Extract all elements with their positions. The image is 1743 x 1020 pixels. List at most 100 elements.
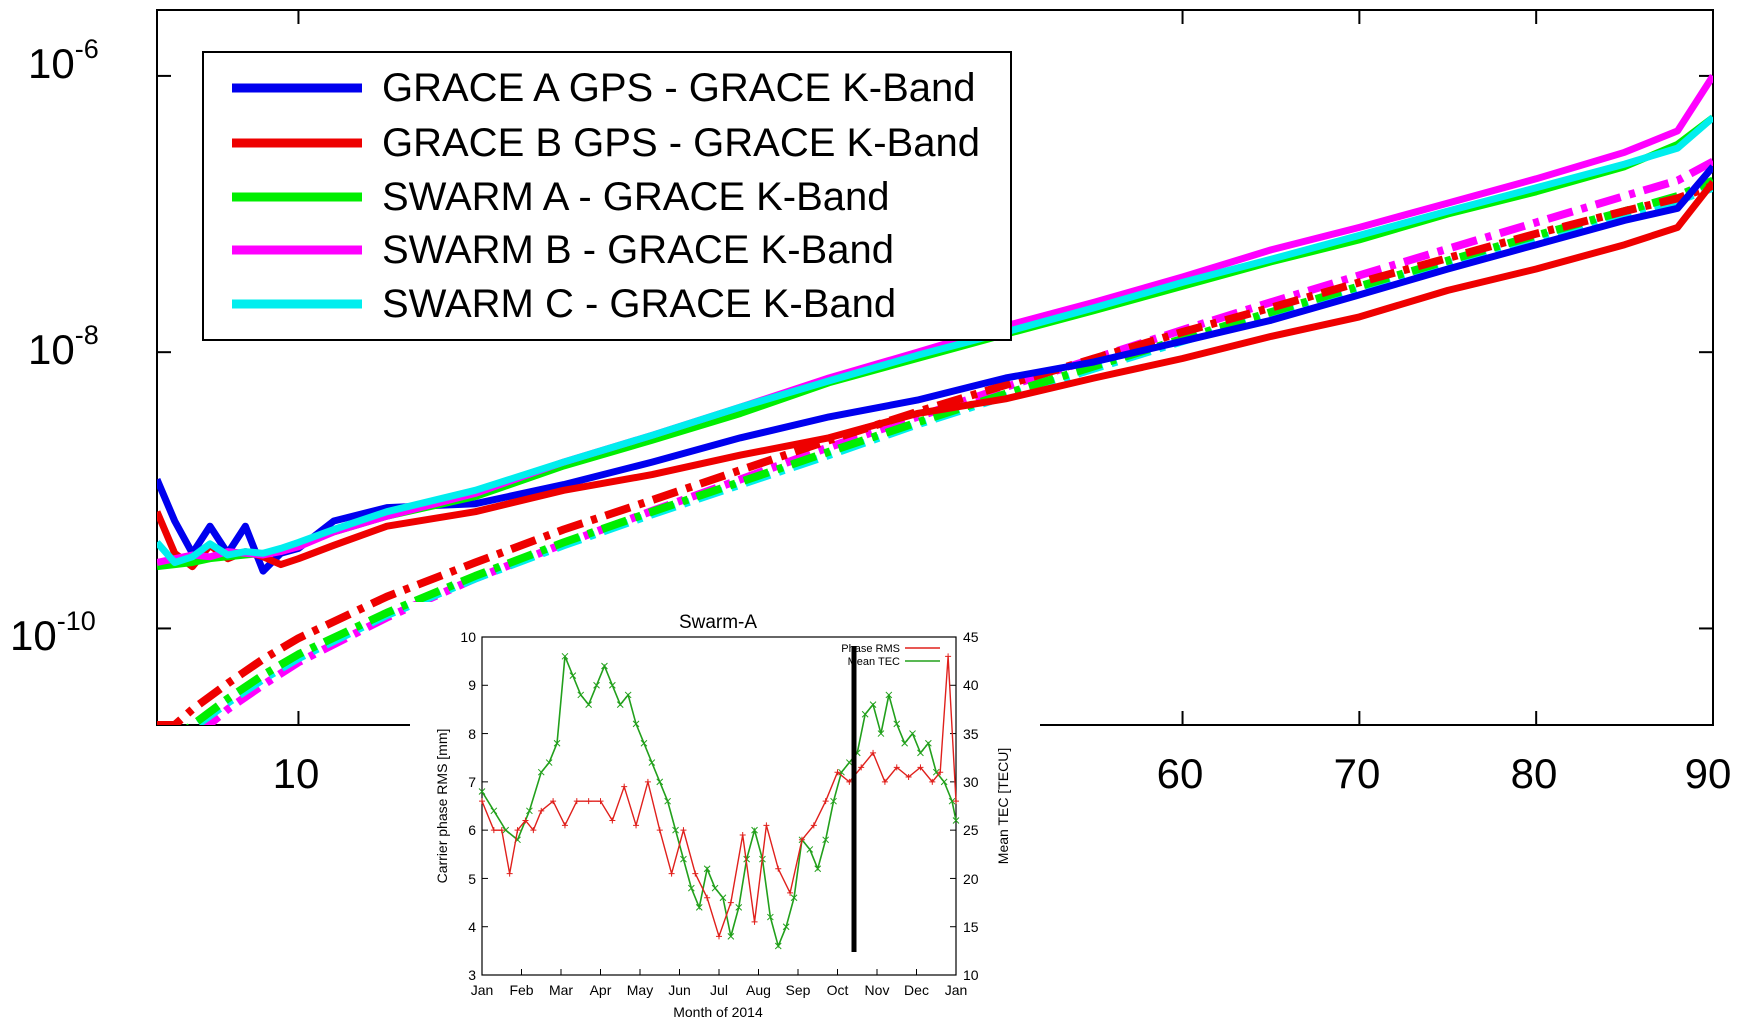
inset-left-tick: 5 (468, 871, 476, 887)
inset-marker-phase-rms (506, 870, 513, 877)
inset-chart: Swarm-A 3 4 5 6 7 8 9 10 10 15 20 25 30 … (410, 602, 1040, 1020)
inset-marker-phase-rms (530, 827, 537, 834)
inset-marker-phase-rms (490, 827, 497, 834)
inset-marker-phase-rms (716, 933, 722, 940)
inset-marker-mean-tec (814, 865, 822, 873)
inset-marker-phase-rms (656, 827, 663, 834)
inset-marker-phase-rms (834, 769, 841, 776)
inset-marker-phase-rms (893, 764, 900, 771)
inset-background (410, 602, 1040, 1020)
inset-y-right-label: Mean TEC [TECU] (995, 748, 1011, 864)
inset-marker-phase-rms (621, 783, 628, 790)
inset-marker-phase-rms (680, 827, 687, 834)
inset-marker-mean-tec (616, 701, 624, 708)
inset-title: Swarm-A (679, 612, 757, 633)
inset-marker-mean-tec (869, 701, 877, 708)
inset-marker-mean-tec (672, 826, 679, 834)
inset-y-left-label: Carrier phase RMS [mm] (434, 729, 450, 884)
inset-marker-mean-tec (640, 739, 648, 747)
inset-marker-phase-rms (953, 798, 959, 805)
inset-marker-mean-tec (553, 739, 561, 747)
inset-legend-label-mean-tec: Mean TEC (848, 656, 900, 668)
inset-marker-mean-tec (502, 826, 510, 834)
inset-x-axis-label: Month of 2014 (673, 1004, 763, 1020)
x-tick-label: 60 (1157, 750, 1204, 797)
inset-marker-mean-tec (585, 701, 593, 708)
inset-marker-mean-tec (948, 797, 956, 805)
inset-y-right-ticks: 10 15 20 25 30 35 40 45 (963, 629, 979, 983)
inset-marker-mean-tec (806, 846, 814, 853)
inset-marker-phase-rms (538, 807, 545, 814)
inset-marker-mean-tec (648, 759, 656, 766)
inset-marker-phase-rms (561, 822, 568, 829)
inset-marker-phase-rms (739, 831, 746, 838)
inset-month-label: Jan (471, 982, 494, 998)
legend-label-grace-b: GRACE B GPS - GRACE K-Band (382, 121, 980, 165)
inset-right-tick: 15 (963, 919, 979, 935)
x-tick-label: 90 (1685, 750, 1732, 797)
inset-marker-mean-tec (593, 681, 600, 689)
x-tick-label: 80 (1511, 750, 1558, 797)
inset-marker-phase-rms (945, 653, 952, 660)
inset-marker-mean-tec (901, 739, 909, 747)
inset-marker-phase-rms (550, 798, 557, 805)
inset-month-label: Feb (509, 982, 533, 998)
inset-axis-ticks (481, 636, 957, 976)
inset-right-tick: 20 (963, 871, 979, 887)
inset-marker-phase-rms (870, 749, 877, 756)
inset-marker-mean-tec (782, 923, 790, 931)
legend-label-swarm-a: SWARM A - GRACE K-Band (382, 175, 890, 219)
y-tick-label: 10-6 (28, 34, 99, 87)
inset-marker-phase-rms (846, 778, 853, 785)
inset-marker-mean-tec (822, 836, 830, 844)
inset-marker-mean-tec (751, 826, 758, 834)
inset-marker-mean-tec (656, 778, 664, 786)
inset-marker-mean-tec (490, 807, 498, 815)
inset-marker-phase-rms (810, 822, 817, 829)
inset-marker-phase-rms (692, 870, 699, 877)
inset-marker-phase-rms (704, 894, 711, 901)
inset-marker-mean-tec (830, 797, 837, 805)
inset-marker-mean-tec (924, 739, 932, 747)
model-curve-swarm-b (202, 157, 1713, 725)
inset-right-tick: 45 (963, 629, 979, 645)
series-line-4 (157, 114, 1713, 566)
inset-month-label: Jun (668, 982, 691, 998)
inset-marker-phase-rms (775, 865, 782, 872)
inset-marker-phase-rms (822, 798, 829, 805)
main-axis-ticks (157, 10, 1714, 725)
inset-month-label: Sep (786, 982, 811, 998)
main-legend: GRACE A GPS - GRACE K-Band GRACE B GPS -… (202, 51, 1012, 341)
inset-right-tick: 25 (963, 822, 979, 838)
inset-marker-phase-rms (858, 764, 865, 771)
inset-marker-mean-tec (845, 759, 853, 766)
inset-marker-phase-rms (644, 778, 651, 785)
inset-marker-phase-rms (668, 870, 675, 877)
inset-marker-mean-tec (695, 904, 703, 911)
inset-marker-mean-tec (703, 865, 711, 873)
inset-month-label: Jul (710, 982, 728, 998)
inset-right-tick: 40 (963, 677, 979, 693)
inset-month-label: Apr (590, 982, 612, 998)
inset-marker-mean-tec (940, 778, 948, 786)
inset-marker-phase-rms (609, 817, 616, 824)
inset-marker-mean-tec (526, 807, 533, 815)
inset-left-tick: 7 (468, 774, 476, 790)
inset-marker-mean-tec (790, 894, 798, 902)
inset-marker-mean-tec (545, 759, 553, 766)
inset-marker-mean-tec (885, 691, 893, 699)
inset-month-label: Nov (865, 982, 890, 998)
inset-month-label: Jan (945, 982, 968, 998)
inset-marker-phase-rms (522, 817, 529, 824)
inset-marker-phase-rms (798, 836, 805, 843)
inset-month-label: Mar (549, 982, 573, 998)
inset-marker-mean-tec (711, 884, 719, 892)
inset-marker-phase-rms (787, 889, 794, 896)
inset-marker-mean-tec (893, 720, 901, 728)
inset-marker-phase-rms (633, 822, 640, 829)
inset-left-tick: 3 (468, 967, 476, 983)
inset-marker-phase-rms (498, 827, 505, 834)
inset-marker-mean-tec (952, 817, 960, 824)
inset-y-left-ticks: 3 4 5 6 7 8 9 10 (460, 629, 476, 983)
inset-month-label: May (627, 982, 653, 998)
